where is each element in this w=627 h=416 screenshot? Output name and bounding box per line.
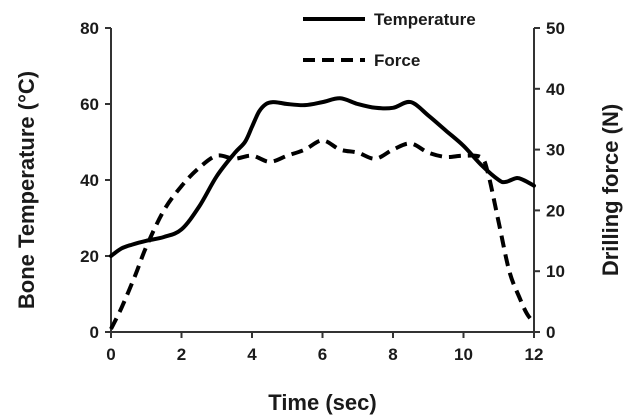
x-tick-label: 2 — [177, 345, 186, 364]
series-line-force — [109, 138, 536, 330]
x-axis-title: Time (sec) — [268, 390, 376, 415]
x-tick-label: 0 — [106, 345, 115, 364]
y2-tick-label: 50 — [546, 19, 565, 38]
y-tick-label: 20 — [80, 247, 99, 266]
y2-tick-label: 0 — [546, 323, 555, 342]
legend-label-temperature: Temperature — [374, 10, 476, 29]
y2-tick-label: 30 — [546, 141, 565, 160]
y-tick-label: 80 — [80, 19, 99, 38]
y2-tick-label: 10 — [546, 262, 565, 281]
series-line-temperature — [109, 96, 536, 258]
x-tick-label: 10 — [454, 345, 473, 364]
legend: Temperature Force — [303, 10, 476, 70]
x-tick-label: 8 — [388, 345, 397, 364]
y-tick-label: 0 — [90, 323, 99, 342]
y2-tick-label: 20 — [546, 201, 565, 220]
axes — [105, 27, 540, 338]
y-tick-label: 40 — [80, 171, 99, 190]
y-tick-label: 60 — [80, 95, 99, 114]
y2-axis-title: Drilling force (N) — [598, 104, 623, 276]
legend-label-force: Force — [374, 51, 420, 70]
y2-tick-label: 40 — [546, 80, 565, 99]
x-tick-label: 6 — [318, 345, 327, 364]
series-lines — [109, 96, 536, 330]
x-tick-label: 4 — [247, 345, 257, 364]
x-tick-label: 12 — [525, 345, 544, 364]
y-axis-title: Bone Temperature (°C) — [14, 71, 39, 309]
